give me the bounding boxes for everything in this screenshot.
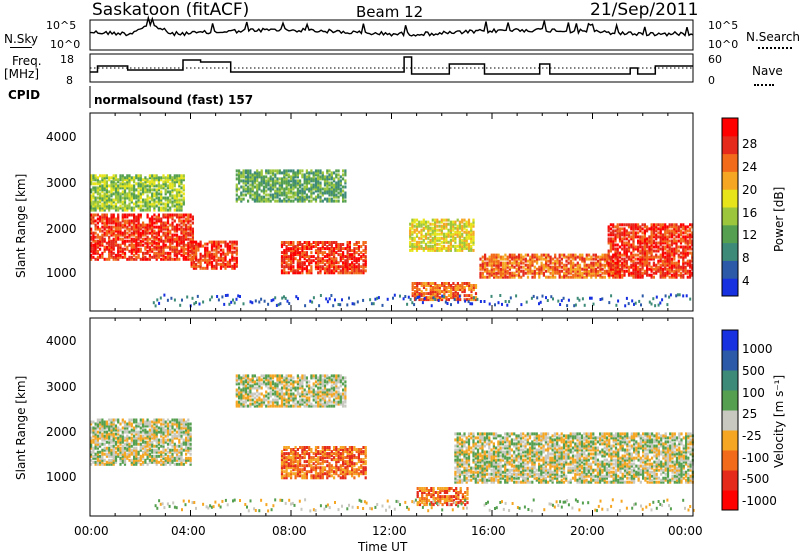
power-colorbar-swatch-0 [722,278,738,297]
date-title: 21/Sep/2011 [590,0,699,20]
nsearch-legend-dots [758,47,792,49]
velocity-colorbar-swatch-7 [722,350,738,371]
vel-cb-tick-m25: -25 [742,429,762,443]
xtick-1600: 16:00 [471,524,506,538]
vel-cb-tick-25: 25 [742,407,758,421]
xtick-0000-end: 00:00 [668,524,703,538]
noise-sky-line [90,15,694,38]
noise-panel-frame [89,19,694,51]
beam-title: Beam 12 [356,3,424,21]
velocity-colorbar-swatch-3 [722,430,738,451]
nave-label: Nave [752,64,783,78]
power-cb-tick-4: 4 [742,274,750,288]
power-cb-tick-20: 20 [742,183,758,197]
xtick-1200: 12:00 [372,524,407,538]
vel-cb-tick-m500: -500 [742,472,770,486]
power-colorbar-swatch-9 [722,118,738,137]
xlabel-time-ut: Time UT [358,540,408,554]
freq-tick-low: 8 [66,74,73,87]
power-echo-region-6 [411,282,478,302]
power-echo-region-2 [190,240,238,270]
nsky-label: N.Sky [4,32,39,46]
velocity-colorbar-swatch-0 [722,490,738,511]
power-heatmap [90,169,694,308]
nsearch-label: N.Search [746,30,800,44]
freq-tick-high: 18 [60,53,74,66]
nsky-tick-low: 10^0 [50,38,81,51]
power-cb-tick-8: 8 [742,251,750,265]
vel-cb-tick-m1000: -1000 [742,494,777,508]
nave-tick-high: 60 [708,53,722,66]
power-near-range-band [152,293,692,308]
vel-cb-tick-m100: -100 [742,451,770,465]
power-colorbar [721,117,739,297]
velocity-echo-region-1 [235,374,347,408]
power-ytick-4000: 4000 [46,130,77,144]
velocity-ytick-4000: 4000 [46,334,77,348]
nsearch-tick-low: 10^0 [708,38,739,51]
velocity-colorbar-swatch-2 [722,450,738,471]
vel-cb-tick-500: 500 [742,364,765,378]
power-echo-region-8 [607,223,694,279]
power-cb-tick-28: 28 [742,137,758,151]
velocity-echo-region-4 [454,432,694,484]
power-cb-tick-16: 16 [742,206,758,220]
power-echo-region-7 [479,253,620,279]
power-echo-region-1 [90,174,185,212]
power-echo-region-3 [235,169,347,203]
power-panel-frame [89,112,694,312]
velocity-ytick-3000: 3000 [46,380,77,394]
nave-tick-low: 0 [708,74,715,87]
station-title: Saskatoon (fitACF) [92,0,250,20]
power-ytick-2000: 2000 [46,222,77,236]
nsearch-tick-high: 10^5 [708,19,739,32]
power-echo-region-0 [90,213,194,261]
velocity-colorbar-swatch-6 [722,370,738,391]
nsky-tick-high: 10^5 [46,19,77,32]
power-colorbar-swatch-7 [722,153,738,172]
xtick-0800: 08:00 [272,524,307,538]
velocity-colorbar-swatch-5 [722,390,738,411]
power-colorbar-swatch-2 [722,242,738,261]
velocity-heatmap [90,374,695,513]
xtick-0000: 00:00 [74,524,109,538]
velocity-ytick-2000: 2000 [46,425,77,439]
cpid-label: CPID [8,88,41,102]
velocity-panel-frame [89,317,694,517]
velocity-colorbar-swatch-8 [722,330,738,351]
power-cb-tick-24: 24 [742,160,758,174]
power-colorbar-swatch-4 [722,207,738,226]
cpid-value: normalsound (fast) 157 [94,93,254,107]
power-colorbar-swatch-5 [722,189,738,208]
power-ytick-3000: 3000 [46,176,77,190]
nsky-legend-line [10,47,32,48]
nave-legend-dots [754,84,774,86]
velocity-colorbar-swatch-1 [722,470,738,491]
power-colorbar-swatch-8 [722,135,738,155]
velocity-echo-region-2 [280,446,367,480]
power-colorbar-swatch-3 [722,224,738,244]
velocity-echo-region-0 [90,418,192,466]
velocity-near-range-band [154,498,695,513]
vel-cb-tick-1000: 1000 [742,342,773,356]
power-cb-tick-12: 12 [742,228,758,242]
power-echo-region-5 [409,218,475,252]
xtick-2000: 20:00 [570,524,605,538]
power-ytick-1000: 1000 [46,266,77,280]
freq-label: Freq. [12,54,42,68]
freq-step-line [90,56,693,75]
power-echo-region-4 [280,241,367,275]
velocity-colorbar-swatch-4 [722,410,738,431]
xtick-0400: 04:00 [171,524,206,538]
freq-unit-label: [MHz] [4,67,40,81]
power-colorbar-swatch-6 [722,171,738,190]
vel-cb-tick-100: 100 [742,386,765,400]
velocity-colorbar [721,329,739,511]
velocity-ytick-1000: 1000 [46,470,77,484]
power-colorbar-swatch-1 [722,260,738,279]
